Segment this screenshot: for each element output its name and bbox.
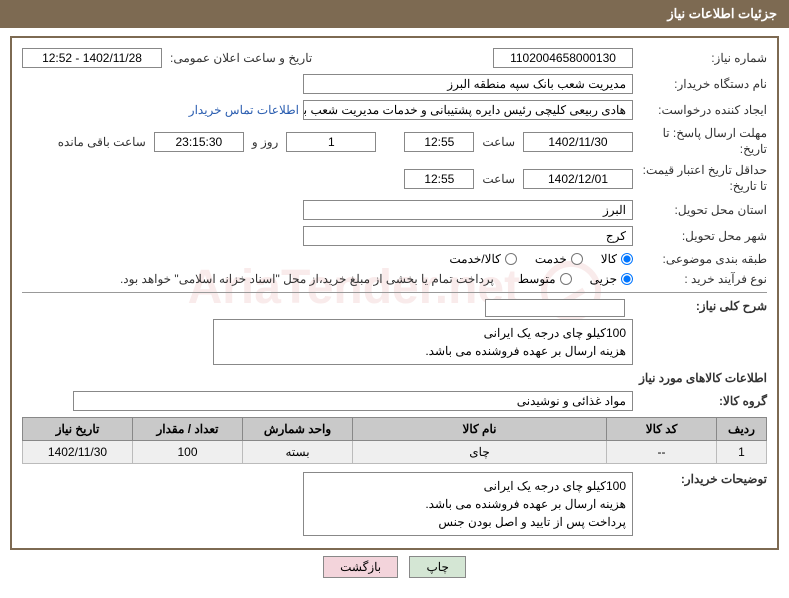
td-code: --: [607, 441, 717, 464]
row-group: گروه کالا: مواد غذائی و نوشیدنی: [22, 391, 767, 411]
desc-label: شرح کلی نیاز:: [637, 299, 767, 313]
print-button[interactable]: چاپ: [409, 556, 465, 578]
payment-note: پرداخت تمام یا بخشی از مبلغ خرید،از محل …: [116, 272, 498, 286]
main-frame: AriaTender.net شماره نیاز: 1102004658000…: [10, 36, 779, 550]
validity-time-field: 12:55: [404, 169, 474, 189]
need-number-field: 1102004658000130: [493, 48, 633, 68]
row-requester: ایجاد کننده درخواست: هادی ربیعی کلیچی رئ…: [22, 100, 767, 120]
th-row: ردیف: [717, 418, 767, 441]
th-name: نام کالا: [353, 418, 607, 441]
buyer-desc-textarea: 100کیلو چای درجه یک ایرانی هزینه ارسال ب…: [303, 472, 633, 536]
validity-label: حداقل تاریخ اعتبار قیمت: تا تاریخ:: [637, 163, 767, 194]
td-row: 1: [717, 441, 767, 464]
deadline-label: مهلت ارسال پاسخ: تا تاریخ:: [637, 126, 767, 157]
page-title: جزئیات اطلاعات نیاز: [667, 6, 777, 21]
announce-label: تاریخ و ساعت اعلان عمومی:: [166, 51, 316, 65]
radio-kala-label: کالا: [601, 252, 617, 266]
group-field: مواد غذائی و نوشیدنی: [73, 391, 633, 411]
row-process: نوع فرآیند خرید : جزیی متوسط پرداخت تمام…: [22, 272, 767, 286]
process-label: نوع فرآیند خرید :: [637, 272, 767, 286]
remain-time-field: 23:15:30: [154, 132, 244, 152]
buyer-desc-label: توضیحات خریدار:: [637, 472, 767, 486]
row-city: شهر محل تحویل: کرج: [22, 226, 767, 246]
td-qty: 100: [133, 441, 243, 464]
city-label: شهر محل تحویل:: [637, 229, 767, 243]
table-row: 1 -- چای بسته 100 1402/11/30: [23, 441, 767, 464]
remain-label: ساعت باقی مانده: [54, 135, 150, 149]
row-desc: شرح کلی نیاز: 100کیلو چای درجه یک ایرانی…: [22, 299, 767, 365]
divider-1: [22, 292, 767, 293]
td-unit: بسته: [243, 441, 353, 464]
buyer-org-label: نام دستگاه خریدار:: [637, 77, 767, 91]
goods-section-title: اطلاعات کالاهای مورد نیاز: [22, 371, 767, 385]
category-radios: کالا خدمت کالا/خدمت: [449, 252, 633, 266]
days-field: 1: [286, 132, 376, 152]
deadline-date-field: 1402/11/30: [523, 132, 633, 152]
contact-link[interactable]: اطلاعات تماس خریدار: [189, 103, 299, 117]
row-buyer-desc: توضیحات خریدار: 100کیلو چای درجه یک ایرا…: [22, 472, 767, 536]
row-province: استان محل تحویل: البرز: [22, 200, 767, 220]
need-number-label: شماره نیاز:: [637, 51, 767, 65]
th-qty: تعداد / مقدار: [133, 418, 243, 441]
th-code: کد کالا: [607, 418, 717, 441]
radio-motevaset-input[interactable]: [560, 273, 572, 285]
requester-field: هادی ربیعی کلیچی رئیس دایره پشتیبانی و خ…: [303, 100, 633, 120]
row-buyer-org: نام دستگاه خریدار: مدیریت شعب بانک سپه م…: [22, 74, 767, 94]
province-label: استان محل تحویل:: [637, 203, 767, 217]
buyer-org-field: مدیریت شعب بانک سپه منطقه البرز: [303, 74, 633, 94]
requester-label: ایجاد کننده درخواست:: [637, 103, 767, 117]
radio-khadamat-label: خدمت: [535, 252, 567, 266]
back-button[interactable]: بازگشت: [323, 556, 398, 578]
th-unit: واحد شمارش: [243, 418, 353, 441]
td-name: چای: [353, 441, 607, 464]
goods-table: ردیف کد کالا نام کالا واحد شمارش تعداد /…: [22, 417, 767, 464]
radio-kala-input[interactable]: [621, 253, 633, 265]
province-field: البرز: [303, 200, 633, 220]
group-label: گروه کالا:: [637, 394, 767, 408]
th-date: تاریخ نیاز: [23, 418, 133, 441]
row-need-number: شماره نیاز: 1102004658000130 تاریخ و ساع…: [22, 48, 767, 68]
radio-jozi-label: جزیی: [590, 272, 617, 286]
radio-kala-khadamat-label: کالا/خدمت: [449, 252, 500, 266]
radio-jozi-input[interactable]: [621, 273, 633, 285]
city-field: کرج: [303, 226, 633, 246]
category-label: طبقه بندی موضوعی:: [637, 252, 767, 266]
radio-khadamat[interactable]: خدمت: [535, 252, 583, 266]
validity-date-field: 1402/12/01: [523, 169, 633, 189]
process-radios: جزیی متوسط: [518, 272, 633, 286]
radio-kala-khadamat[interactable]: کالا/خدمت: [449, 252, 516, 266]
row-deadline: مهلت ارسال پاسخ: تا تاریخ: 1402/11/30 سا…: [22, 126, 767, 157]
radio-motevaset-label: متوسط: [518, 272, 556, 286]
rooz-label: روز و: [248, 135, 283, 149]
radio-kala-khadamat-input[interactable]: [505, 253, 517, 265]
radio-kala[interactable]: کالا: [601, 252, 633, 266]
page-header: جزئیات اطلاعات نیاز: [0, 0, 789, 28]
radio-motevaset[interactable]: متوسط: [518, 272, 572, 286]
desc-textarea: 100کیلو چای درجه یک ایرانی هزینه ارسال ب…: [213, 319, 633, 365]
announce-field: 1402/11/28 - 12:52: [22, 48, 162, 68]
td-date: 1402/11/30: [23, 441, 133, 464]
saat-label-2: ساعت: [478, 172, 519, 186]
desc-empty-field: [485, 299, 625, 317]
radio-jozi[interactable]: جزیی: [590, 272, 633, 286]
row-category: طبقه بندی موضوعی: کالا خدمت کالا/خدمت: [22, 252, 767, 266]
radio-khadamat-input[interactable]: [571, 253, 583, 265]
row-validity: حداقل تاریخ اعتبار قیمت: تا تاریخ: 1402/…: [22, 163, 767, 194]
table-header-row: ردیف کد کالا نام کالا واحد شمارش تعداد /…: [23, 418, 767, 441]
deadline-time-field: 12:55: [404, 132, 474, 152]
button-bar: چاپ بازگشت: [0, 556, 789, 578]
saat-label-1: ساعت: [478, 135, 519, 149]
